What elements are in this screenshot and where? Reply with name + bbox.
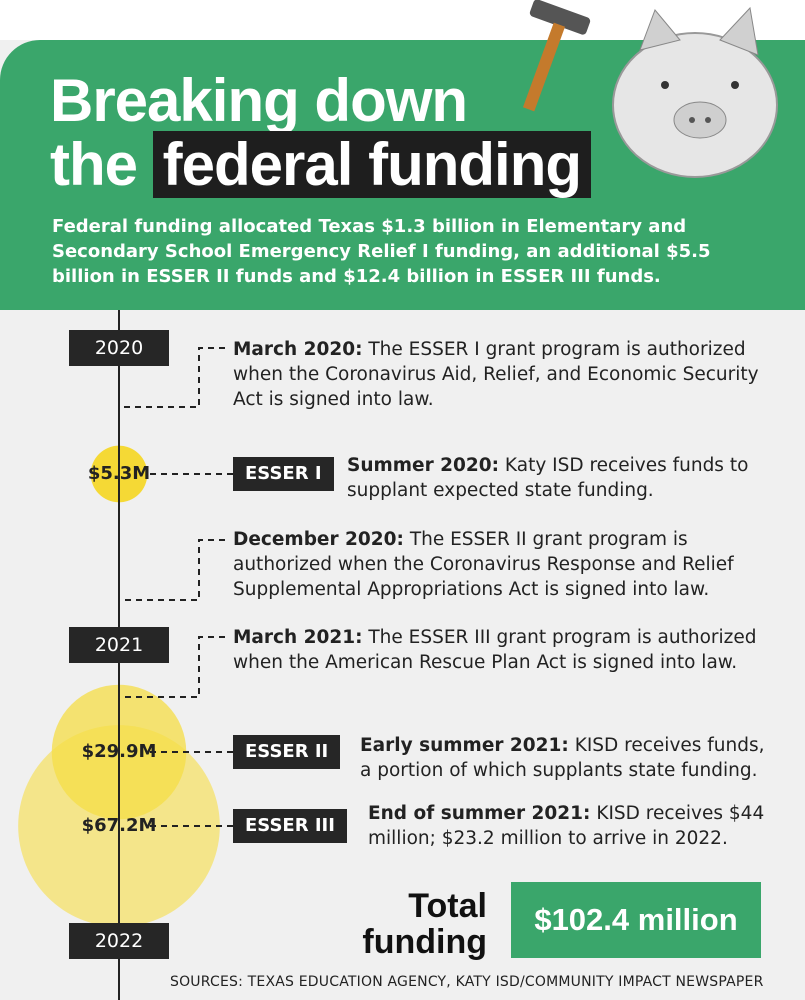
event-text: Early summer 2021: KISD receives funds, … [360,733,780,783]
event-date: Early summer 2021: [360,735,569,756]
event-description: KISD receives funds, a portion of which … [360,735,765,781]
event-description: The ESSER II grant program is authorized… [233,529,734,600]
event-text: March 2021: The ESSER III grant program … [233,625,778,675]
year-label: 2020 [69,330,169,366]
piggy-illustration [612,6,778,178]
title-word: the [50,131,138,198]
grant-amount: $29.9M [81,741,157,762]
event-date: End of summer 2021: [368,803,591,824]
hammer-illustration [522,0,591,112]
event-date: December 2020: [233,529,404,550]
event-date: March 2020: [233,339,363,360]
title-line: Breaking down [50,67,468,134]
connector [119,539,225,601]
total-label: Total funding [362,887,487,961]
event-text: December 2020: The ESSER II grant progra… [233,527,778,602]
event-text: End of summer 2021: KISD receives $44 mi… [368,801,788,851]
total-amount: $102.4 million [511,882,761,958]
title-line: the federal funding [50,130,592,199]
connector [119,347,225,408]
event-date: March 2021: [233,627,363,648]
event-description: The ESSER III grant program is authorize… [233,627,757,673]
intro-text: Federal funding allocated Texas $1.3 bil… [52,216,711,287]
grant-badge: ESSER III [233,809,347,843]
event-description: Katy ISD receives funds to supplant expe… [347,455,749,501]
event-text: Summer 2020: Katy ISD receives funds to … [347,453,767,503]
year-label: 2022 [69,923,169,959]
grant-amount: $5.3M [87,463,151,484]
event-description: The ESSER I grant program is authorized … [233,339,759,410]
event-text: March 2020: The ESSER I grant program is… [233,337,778,412]
grant-badge: ESSER II [233,735,341,769]
event-description: KISD receives $44 million; $23.2 million… [368,803,765,849]
title-highlight: federal funding [152,131,592,198]
event-date: Summer 2020: [347,455,500,476]
sources: SOURCES: TEXAS EDUCATION AGENCY, KATY IS… [170,974,764,990]
grant-amount: $67.2M [81,815,157,836]
year-label: 2021 [69,627,169,663]
grant-badge: ESSER I [233,457,334,491]
connector [119,636,225,698]
